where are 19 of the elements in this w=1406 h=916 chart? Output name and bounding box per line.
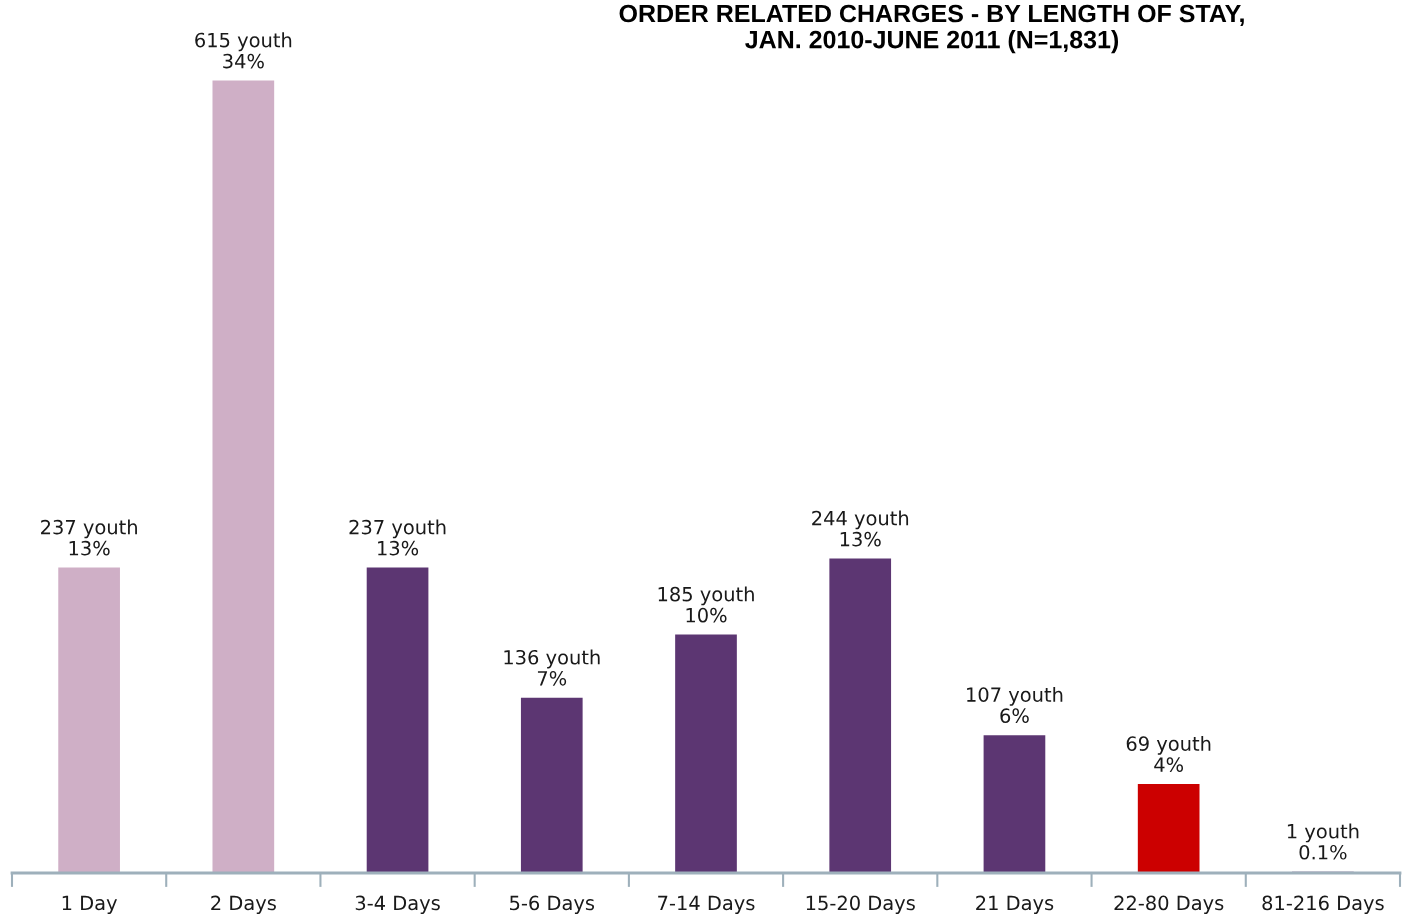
x-tick-label: 81-216 Days: [1262, 895, 1384, 915]
x-tick-label: 21 Days: [976, 895, 1054, 915]
x-tick-label: 1 Day: [62, 895, 118, 915]
data-label: 136 youth 7%: [504, 649, 600, 686]
data-label: 1 youth 0.1%: [1287, 823, 1359, 860]
x-tick-label: 7-14 Days: [658, 895, 755, 915]
chart-title: ORDER RELATED CHARGES - BY LENGTH OF STAY, JAN. 2010-JUNE 2011 (N=1,831): [619, 4, 1244, 54]
x-tick-label: 15-20 Days: [806, 895, 915, 915]
data-label: 107 youth 6%: [967, 686, 1063, 724]
data-label: 244 youth 13%: [812, 510, 909, 547]
x-tick-label: 3-4 Days: [355, 895, 440, 915]
x-tick-label: 22-80 Days: [1114, 895, 1224, 915]
data-label: 185 youth 10%: [658, 586, 754, 623]
data-label: 615 youth 34%: [195, 32, 292, 69]
x-tick-label: 5-6 Days: [510, 895, 595, 915]
data-label: 237 youth 13%: [41, 519, 137, 556]
data-label: 237 youth 13%: [349, 519, 446, 556]
data-label: 69 youth 4%: [1126, 735, 1211, 772]
x-tick-label: 2 Days: [211, 895, 276, 915]
